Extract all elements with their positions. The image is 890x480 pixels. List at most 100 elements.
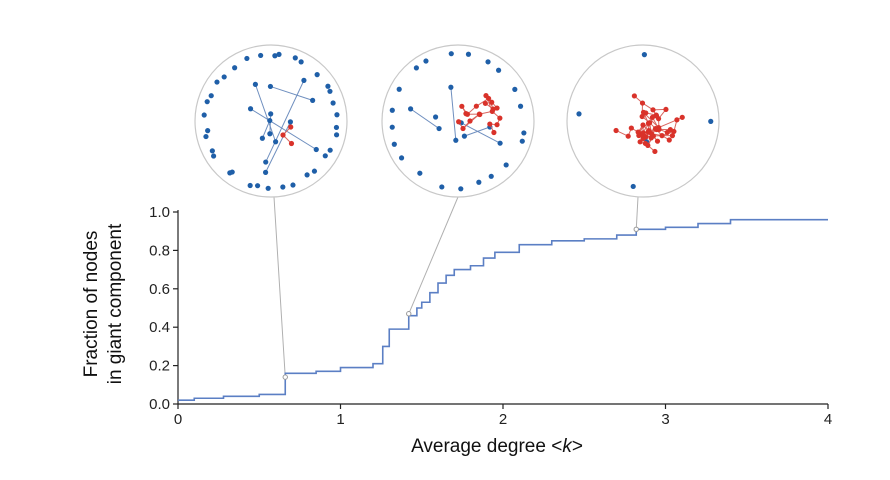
blue-node (436, 125, 442, 132)
blue-node (521, 130, 527, 136)
network-inset-2 (381, 44, 535, 198)
red-component (456, 93, 503, 136)
red-node (494, 122, 500, 128)
red-node (463, 111, 469, 117)
blue-node (301, 77, 307, 83)
red-node (487, 121, 493, 127)
blue-edge (270, 85, 313, 101)
blue-node (495, 67, 502, 73)
blue-node (476, 179, 482, 185)
red-component (613, 93, 685, 155)
blue-node (488, 173, 494, 179)
inset-connector-lines (273, 196, 639, 378)
red-node (645, 142, 651, 149)
red-node (647, 120, 653, 126)
red-node (652, 148, 658, 155)
blue-nodes (576, 52, 714, 190)
network-inset-3 (566, 44, 720, 198)
blue-node (413, 65, 419, 71)
blue-nodes (389, 51, 527, 192)
red-node (646, 127, 652, 134)
blue-node (497, 140, 503, 146)
blue-node (313, 146, 319, 153)
network-insets (194, 44, 720, 198)
blue-node (232, 65, 238, 71)
blue-edge (265, 80, 305, 163)
blue-node (398, 155, 405, 161)
blue-node (203, 133, 209, 140)
red-node (654, 138, 661, 144)
blue-node (287, 119, 294, 125)
blue-node (273, 139, 279, 145)
red-node (659, 133, 665, 139)
blue-nodes (201, 51, 340, 191)
red-node (653, 113, 660, 119)
blue-node (268, 111, 274, 117)
red-node (456, 119, 462, 125)
blue-node (423, 58, 429, 64)
blue-node (259, 135, 265, 141)
blue-node (247, 106, 254, 112)
red-node (674, 117, 680, 123)
blue-node (290, 182, 296, 188)
x-tick-label: 2 (499, 411, 507, 428)
x-tick-label: 1 (336, 411, 344, 428)
blue-edge (254, 84, 277, 142)
blue-node (453, 137, 459, 143)
red-node (648, 135, 654, 141)
red-node (669, 133, 676, 139)
red-node (650, 107, 656, 113)
y-axis-label-line-1: Fraction of nodes (81, 231, 102, 378)
blue-node (267, 117, 273, 124)
blue-node (327, 88, 333, 94)
x-tick-label: 3 (661, 411, 669, 428)
blue-node (330, 100, 336, 106)
red-node (640, 135, 646, 142)
red-node (663, 106, 669, 113)
y-tick-label: 0.0 (149, 396, 170, 413)
red-node (652, 126, 659, 132)
blue-node (503, 162, 509, 168)
red-component (280, 124, 295, 147)
red-node (640, 122, 646, 128)
x-tick-label: 0 (174, 411, 182, 428)
x-tick-label: 4 (824, 411, 832, 428)
blue-node (201, 112, 207, 118)
blue-node (280, 184, 286, 190)
y-axis-label-line-2: in giant component (105, 223, 126, 384)
red-node (636, 132, 642, 139)
blue-node (292, 55, 298, 61)
blue-node (310, 97, 316, 103)
blue-node (304, 172, 310, 178)
annotation-marker (282, 374, 288, 380)
red-node (497, 115, 503, 121)
blue-edge (261, 120, 271, 139)
blue-node (263, 159, 269, 165)
blue-node (519, 138, 525, 144)
annotation-markers (282, 226, 639, 380)
y-tick-label: 1.0 (149, 204, 170, 221)
blue-node (408, 106, 414, 112)
blue-node (334, 112, 340, 118)
network-inset-1 (194, 44, 348, 198)
blue-node (641, 52, 647, 58)
plot-area: 0 1 2 3 4 0.0 0.2 0.4 0.6 0.8 1.0 (149, 204, 832, 428)
blue-edge (410, 108, 440, 129)
y-ticks: 0.0 0.2 0.4 0.6 0.8 1.0 (149, 204, 178, 413)
y-tick-label: 0.4 (149, 319, 170, 336)
red-node (628, 125, 634, 131)
blue-edge (250, 108, 317, 150)
blue-node (448, 84, 454, 90)
red-node (625, 133, 631, 139)
red-node (643, 110, 649, 116)
red-node (482, 100, 488, 106)
red-node (490, 106, 496, 112)
connector-line (635, 196, 639, 230)
red-node (460, 125, 466, 132)
red-node (288, 140, 295, 147)
blue-node (333, 132, 340, 138)
blue-node (396, 86, 402, 92)
blue-node (254, 183, 261, 189)
x-axis-label: Average degree <k> (411, 436, 583, 457)
blue-node (252, 81, 258, 87)
